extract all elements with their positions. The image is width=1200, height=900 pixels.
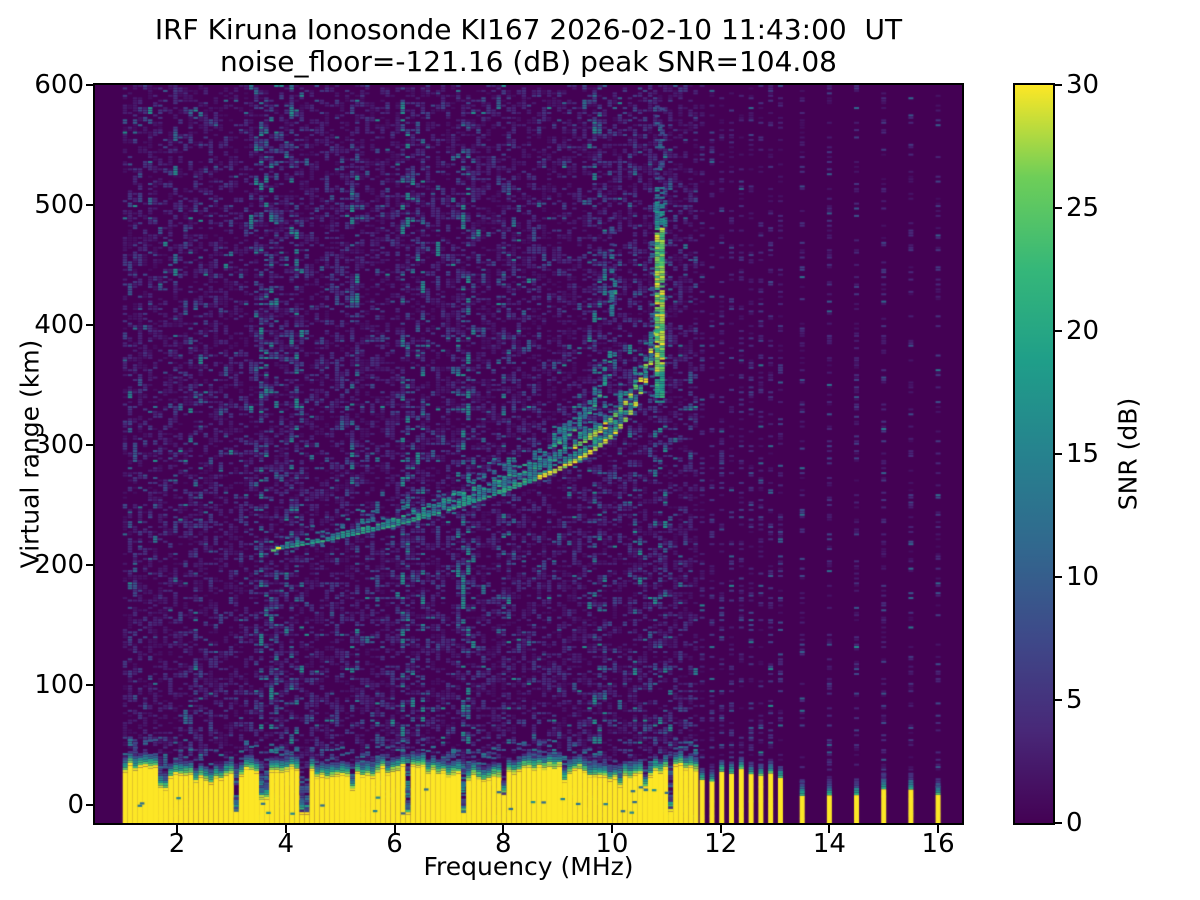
y-tick-label: 100 (34, 670, 84, 700)
y-tick-mark (86, 444, 93, 446)
y-tick-mark (86, 84, 93, 86)
colorbar-tick-mark (1055, 84, 1062, 86)
y-tick-mark (86, 804, 93, 806)
x-tick-mark (502, 825, 505, 833)
plot-area (93, 83, 964, 825)
y-tick-label: 0 (67, 790, 84, 820)
x-tick-label: 12 (704, 829, 738, 859)
x-tick-mark (284, 825, 287, 833)
colorbar-tick-label: 20 (1066, 316, 1100, 346)
y-tick-label: 200 (34, 550, 84, 580)
colorbar-tick-label: 5 (1066, 685, 1083, 715)
chart-title: IRF Kiruna Ionosonde KI167 2026-02-10 11… (154, 13, 903, 46)
y-tick-mark (86, 324, 93, 326)
x-tick-label: 16 (921, 829, 955, 859)
x-tick-label: 6 (386, 829, 403, 859)
y-tick-mark (86, 684, 93, 686)
x-tick-mark (937, 825, 940, 833)
colorbar-tick-mark (1055, 453, 1062, 455)
colorbar-tick-label: 30 (1066, 70, 1100, 100)
x-tick-label: 14 (812, 829, 846, 859)
x-tick-mark (393, 825, 396, 833)
colorbar-tick-mark (1055, 576, 1062, 578)
colorbar-tick-label: 15 (1066, 439, 1100, 469)
colorbar (1013, 83, 1055, 825)
y-tick-mark (86, 564, 93, 566)
x-tick-label: 2 (168, 829, 186, 859)
y-tick-mark (86, 204, 93, 206)
colorbar-tick-label: 10 (1066, 562, 1100, 592)
x-tick-mark (176, 825, 179, 833)
y-tick-label: 400 (34, 310, 84, 340)
x-tick-label: 8 (494, 829, 512, 859)
x-tick-mark (828, 825, 831, 833)
colorbar-tick-mark (1055, 822, 1062, 824)
x-tick-label: 10 (595, 829, 629, 859)
y-tick-label: 300 (34, 430, 84, 460)
y-tick-label: 500 (34, 190, 84, 220)
colorbar-gradient (1015, 85, 1053, 823)
x-tick-mark (610, 825, 613, 833)
chart-subtitle: noise_floor=-121.16 (dB) peak SNR=104.08 (220, 45, 837, 78)
colorbar-tick-label: 0 (1066, 808, 1083, 838)
y-tick-label: 600 (34, 70, 84, 100)
colorbar-tick-mark (1055, 699, 1062, 701)
x-tick-mark (719, 825, 722, 833)
ionogram-heatmap-canvas (95, 85, 962, 823)
x-tick-label: 4 (277, 829, 295, 859)
x-axis-label: Frequency (MHz) (423, 852, 634, 881)
colorbar-tick-mark (1055, 207, 1062, 209)
colorbar-tick-mark (1055, 330, 1062, 332)
colorbar-tick-label: 25 (1066, 193, 1100, 223)
